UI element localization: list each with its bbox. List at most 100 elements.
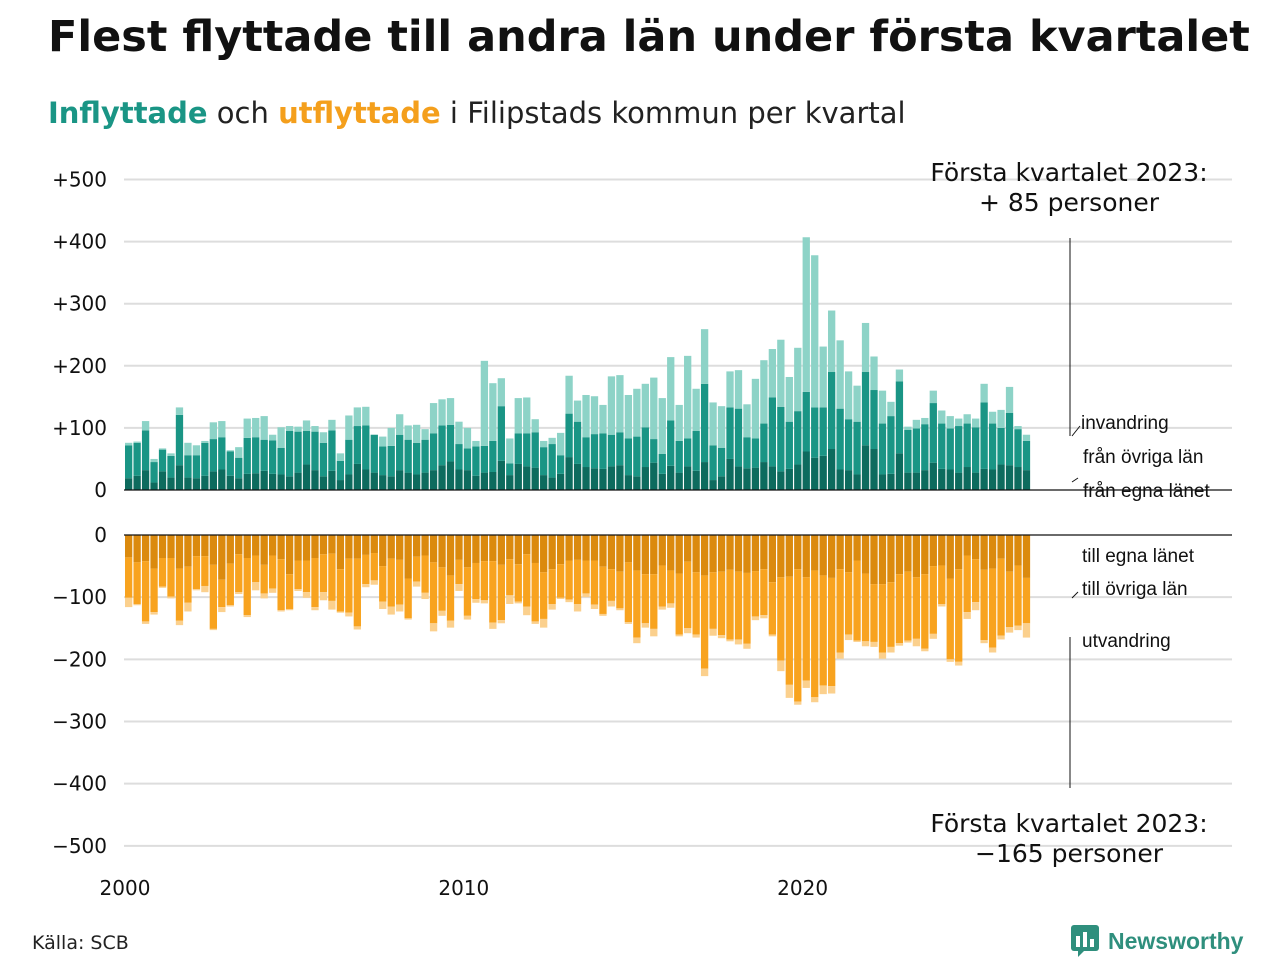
bar-out-0 xyxy=(819,535,827,576)
bar-in-0 xyxy=(785,468,793,490)
bar-out-0 xyxy=(624,535,633,563)
bar-out-0 xyxy=(252,535,260,556)
bar-out-1 xyxy=(751,571,760,617)
bar-in-1 xyxy=(743,437,751,469)
bar-out-0 xyxy=(921,535,929,575)
bar-in-1 xyxy=(158,449,167,472)
bar-in-2 xyxy=(878,390,887,424)
bar-in-1 xyxy=(582,437,590,468)
bar-in-2 xyxy=(667,357,675,421)
leader-till-ovriga-lan xyxy=(1071,591,1079,599)
bar-out-1 xyxy=(379,566,387,602)
bar-in-0 xyxy=(861,445,870,490)
bar-out-1 xyxy=(125,557,133,598)
bar-out-0 xyxy=(616,535,624,572)
bar-in-2 xyxy=(548,437,556,445)
bar-out-2 xyxy=(175,620,184,626)
bar-in-1 xyxy=(870,390,878,450)
bar-in-2 xyxy=(412,424,421,443)
bar-in-1 xyxy=(599,433,607,469)
bar-in-1 xyxy=(938,423,946,469)
bar-in-1 xyxy=(218,437,226,470)
bar-in-0 xyxy=(548,477,556,490)
bar-in-1 xyxy=(700,383,709,463)
leader-fran-egna-lanet xyxy=(1071,477,1079,483)
bar-in-0 xyxy=(607,466,616,490)
bar-in-1 xyxy=(887,416,895,474)
bar-out-2 xyxy=(870,641,878,647)
bar-in-0 xyxy=(167,477,175,490)
bar-out-0 xyxy=(955,535,963,570)
bar-out-2 xyxy=(446,620,455,628)
bar-in-0 xyxy=(531,467,539,490)
bar-out-1 xyxy=(565,560,573,600)
bar-in-1 xyxy=(904,429,912,473)
bar-in-1 xyxy=(540,447,548,476)
bar-out-2 xyxy=(472,599,480,603)
bar-in-1 xyxy=(641,427,649,468)
bar-in-1 xyxy=(480,445,489,473)
bar-out-2 xyxy=(235,592,243,595)
bar-in-2 xyxy=(760,360,768,424)
bar-in-2 xyxy=(396,414,404,435)
bar-out-0 xyxy=(1022,535,1031,578)
series-label: invandring xyxy=(1081,413,1169,434)
bar-in-1 xyxy=(141,430,150,471)
bar-out-0 xyxy=(988,535,997,569)
bar-in-0 xyxy=(540,475,548,490)
bar-in-1 xyxy=(302,431,311,465)
bar-out-1 xyxy=(921,574,929,649)
bar-in-2 xyxy=(887,401,895,417)
bar-in-0 xyxy=(726,458,734,490)
bar-out-1 xyxy=(480,561,489,601)
bar-out-1 xyxy=(887,582,895,647)
bar-out-2 xyxy=(887,646,895,653)
bar-out-0 xyxy=(667,535,675,571)
bar-in-0 xyxy=(972,472,980,490)
bar-out-2 xyxy=(946,659,954,662)
bar-out-0 xyxy=(887,535,895,583)
bar-out-2 xyxy=(675,634,683,637)
bar-out-0 xyxy=(929,535,937,567)
bar-in-1 xyxy=(878,423,887,475)
bar-in-2 xyxy=(895,369,904,382)
bar-out-1 xyxy=(268,555,277,589)
bar-in-1 xyxy=(175,414,184,466)
bar-out-0 xyxy=(828,535,836,578)
bar-out-2 xyxy=(387,606,395,615)
leader-invandring xyxy=(1071,425,1081,437)
bar-in-0 xyxy=(836,469,844,490)
bar-in-2 xyxy=(675,404,683,441)
bar-out-1 xyxy=(912,577,921,639)
bar-in-1 xyxy=(684,438,692,467)
bar-out-2 xyxy=(921,648,929,652)
bar-out-0 xyxy=(734,535,743,572)
bar-out-0 xyxy=(590,535,599,561)
bar-out-2 xyxy=(929,633,937,639)
bar-in-0 xyxy=(853,474,861,491)
bar-in-2 xyxy=(243,418,251,438)
bar-out-1 xyxy=(760,569,768,616)
bar-out-0 xyxy=(463,535,472,568)
bar-in-2 xyxy=(946,416,954,429)
bar-out-1 xyxy=(988,568,997,648)
bar-in-1 xyxy=(828,372,836,450)
bar-out-1 xyxy=(777,577,785,661)
bar-out-1 xyxy=(362,554,370,585)
bar-out-0 xyxy=(362,535,370,555)
bar-out-1 xyxy=(277,559,285,611)
bar-out-0 xyxy=(209,535,217,565)
bar-out-0 xyxy=(726,535,734,570)
bar-in-1 xyxy=(946,428,954,470)
bar-in-0 xyxy=(777,471,785,490)
bar-out-2 xyxy=(667,603,675,608)
bar-in-1 xyxy=(268,440,277,474)
bar-out-2 xyxy=(980,640,988,644)
bar-in-0 xyxy=(760,462,768,491)
bar-in-2 xyxy=(904,426,912,430)
subtitle-utflyttade: utflyttade xyxy=(278,96,441,130)
bar-in-0 xyxy=(624,475,633,490)
bar-out-0 xyxy=(260,535,268,565)
bar-out-0 xyxy=(328,535,336,554)
bar-out-0 xyxy=(743,535,751,573)
